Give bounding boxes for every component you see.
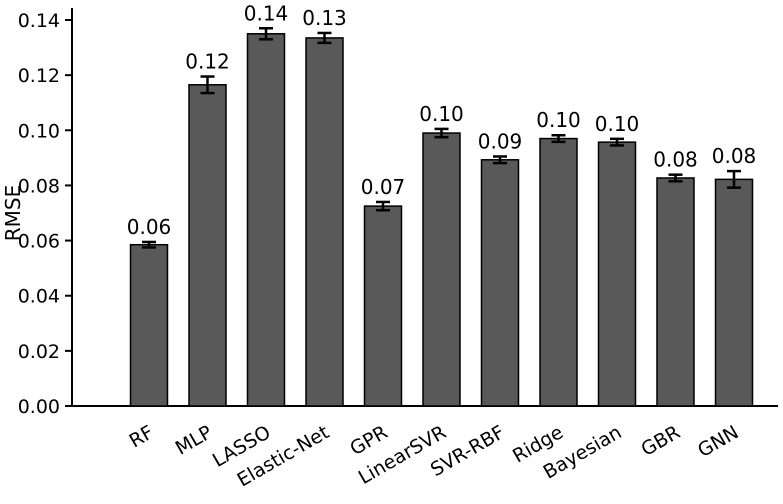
bars: 0.06 0.12 0.14 0.13 0.07 0.10 0.09 0.10 0.10 0.08… xyxy=(127,1,757,407)
x-tick-label: GNN xyxy=(694,421,742,462)
data-label: 0.13 xyxy=(302,6,347,30)
data-label: 0.09 xyxy=(478,129,523,153)
data-label: 0.14 xyxy=(244,1,289,25)
bar xyxy=(714,178,754,407)
x-tick-label: RF xyxy=(126,421,158,452)
bar xyxy=(656,177,695,407)
data-label: 0.08 xyxy=(712,144,757,168)
y-tick-label: 0.14 xyxy=(18,10,60,32)
bar xyxy=(188,84,227,407)
bar xyxy=(363,205,403,407)
bar xyxy=(246,33,286,407)
data-label: 0.12 xyxy=(185,50,230,74)
y-tick-label: 0.04 xyxy=(18,286,60,308)
data-label: 0.10 xyxy=(419,102,464,126)
y-axis: 0.00 0.02 0.04 0.06 0.08 0.10 0.12 0.14 xyxy=(18,8,73,418)
y-tick-label: 0.10 xyxy=(18,120,60,142)
y-tick-label: 0.02 xyxy=(18,341,60,363)
data-label: 0.10 xyxy=(595,112,640,136)
data-label: 0.06 xyxy=(127,215,172,239)
bar xyxy=(480,159,520,407)
data-label: 0.10 xyxy=(536,108,581,132)
y-tick-label: 0.12 xyxy=(18,65,60,87)
bar xyxy=(422,132,461,407)
y-tick-label: 0.06 xyxy=(18,231,60,253)
bar xyxy=(539,137,578,407)
bar xyxy=(597,141,637,407)
y-tick-label: 0.00 xyxy=(18,396,60,418)
x-tick-label: GBR xyxy=(638,421,684,461)
data-label: 0.07 xyxy=(361,175,406,199)
bar xyxy=(305,37,344,407)
y-axis-title: RMSE xyxy=(1,185,25,241)
bar xyxy=(129,243,169,407)
y-tick-label: 0.08 xyxy=(18,175,60,197)
data-label: 0.08 xyxy=(653,148,698,172)
